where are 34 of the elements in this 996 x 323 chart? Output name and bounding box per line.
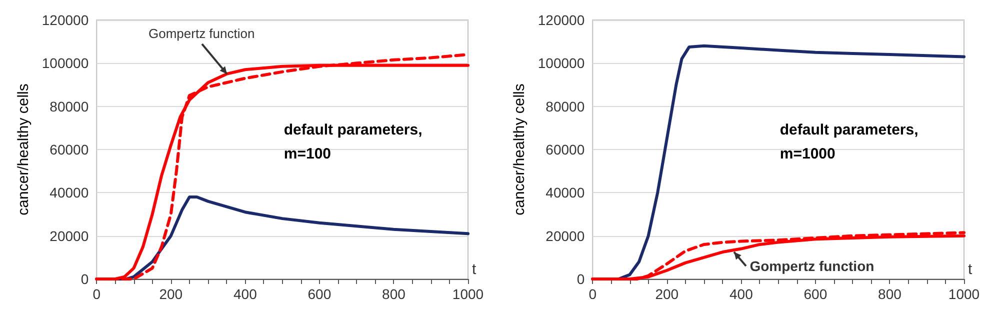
x-tick-label: 0 [92,286,101,302]
x-tick-label: 200 [159,286,183,302]
x-tick-label: 400 [233,286,258,302]
y-tick-label: 40000 [50,184,89,201]
x-tick-label: 400 [729,286,754,302]
y-tick-label: 120000 [538,12,585,28]
x-axis-title: t [472,261,477,278]
y-tick-label: 20000 [546,228,585,244]
x-axis-title: t [968,261,973,278]
x-tick-label: 600 [308,286,332,302]
x-tick-label: 600 [804,286,828,302]
annotation: Gompertz function [148,26,255,41]
y-axis-title: cancer/healthy cells [511,84,528,216]
annotation: default parameters, m=1000 [780,121,918,162]
x-tick-label: 1000 [452,286,484,302]
x-tick-label: 800 [382,286,406,302]
y-tick-label: 0 [80,271,89,287]
x-tick-label: 800 [878,286,902,302]
y-tick-label: 20000 [50,228,89,244]
y-tick-label: 40000 [546,184,585,201]
annotation: default parameters, m=100 [284,121,422,162]
y-tick-label: 80000 [546,98,585,114]
y-tick-label: 60000 [50,142,89,158]
y-tick-label: 60000 [546,142,585,158]
y-tick-label: 120000 [42,12,89,28]
y-tick-label: 100000 [538,55,585,72]
x-tick-label: 0 [588,286,597,302]
y-tick-label: 0 [576,271,585,287]
x-tick-label: 1000 [948,286,980,302]
y-tick-label: 100000 [42,55,89,72]
y-axis-title: cancer/healthy cells [15,84,32,216]
x-tick-label: 200 [655,286,679,302]
y-tick-label: 80000 [50,98,89,114]
annotation: Gompertz function [750,258,874,274]
